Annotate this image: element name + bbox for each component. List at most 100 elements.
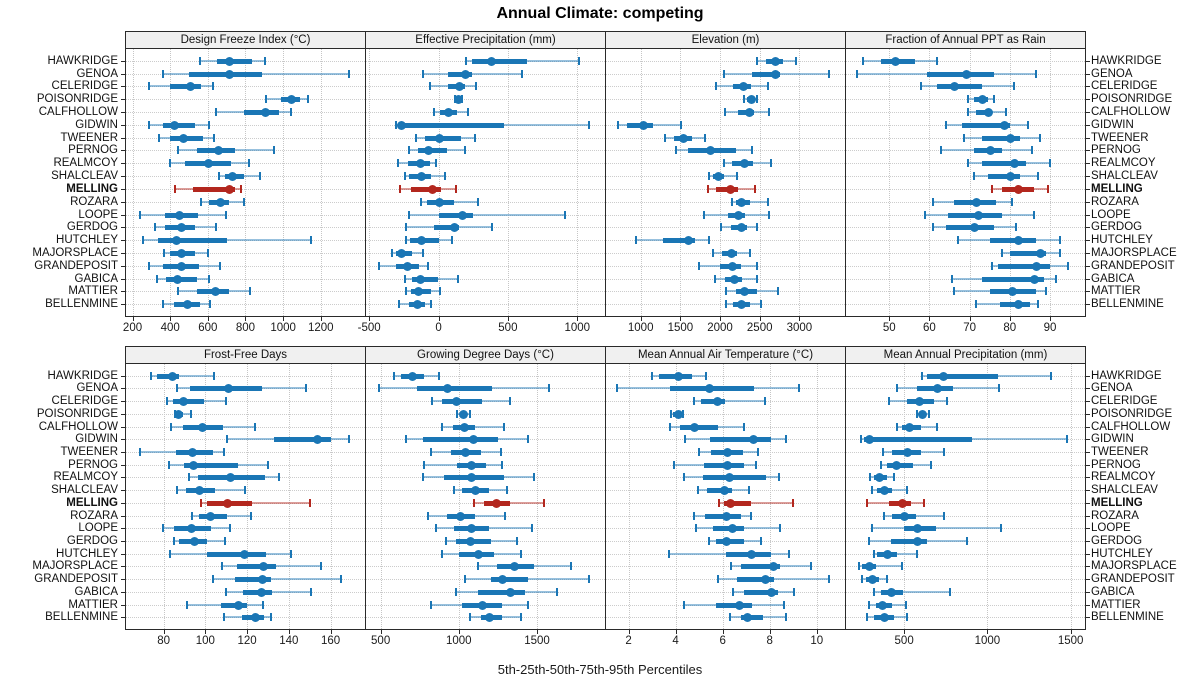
h-gridline	[606, 124, 845, 126]
x-tick-label: 1500	[524, 635, 550, 647]
median-dot	[1005, 133, 1015, 143]
x-tick-mark	[507, 317, 509, 321]
row-tick-right	[1086, 252, 1090, 254]
v-gridline	[245, 49, 247, 316]
whisker-cap	[168, 549, 171, 558]
site-label-right-genoa: GENOA	[1091, 382, 1133, 395]
h-gridline	[126, 304, 365, 306]
median-dot	[749, 435, 759, 445]
whisker-cap	[742, 422, 745, 431]
median-dot	[719, 486, 729, 496]
site-label-right-hawkridge: HAWKRIDGE	[1091, 54, 1162, 67]
whisker-cap	[206, 248, 209, 257]
whisker-cap	[873, 587, 876, 596]
median-dot	[414, 287, 424, 297]
x-tick-label: 1000	[270, 322, 296, 334]
whisker-cap	[962, 133, 965, 142]
whisker-cap	[150, 371, 153, 380]
h-gridline	[366, 413, 605, 415]
panel-body-fraction-of-annual-ppt-as-rain	[845, 48, 1086, 317]
x-tick-label: 80	[157, 635, 170, 647]
whisker-cap	[1067, 261, 1070, 270]
v-gridline	[969, 49, 971, 316]
row-tick-left	[121, 163, 125, 165]
box-25th-75th	[741, 564, 781, 570]
row-tick-left	[121, 413, 125, 415]
v-gridline	[288, 364, 290, 629]
v-gridline	[330, 364, 332, 629]
whisker-cap	[221, 562, 224, 571]
median-dot	[740, 287, 750, 297]
median-dot	[449, 223, 459, 233]
whisker-cap	[999, 524, 1002, 533]
h-gridline	[126, 214, 365, 216]
box-25th-75th	[864, 437, 973, 443]
panel-strip-growing-degree-days-c: Growing Degree Days (°C)	[365, 346, 606, 364]
h-gridline	[126, 240, 365, 242]
whisker-cap	[920, 82, 923, 91]
x-tick-label: 120	[237, 635, 257, 647]
row-tick-left	[121, 515, 125, 517]
whisker-cap	[707, 184, 710, 193]
whisker-5th-95th	[423, 72, 522, 75]
median-dot	[900, 511, 910, 521]
whisker-cap	[940, 146, 943, 155]
v-gridline	[929, 49, 931, 316]
median-dot	[985, 146, 995, 156]
median-dot	[458, 210, 468, 220]
median-dot	[939, 371, 949, 381]
site-label-left-gerdog: GERDOG	[66, 221, 118, 234]
h-gridline	[846, 265, 1085, 267]
whisker-cap	[304, 384, 307, 393]
x-tick-mark	[675, 630, 677, 634]
median-dot	[461, 448, 471, 457]
v-gridline	[320, 49, 322, 316]
median-dot	[736, 300, 746, 310]
median-dot	[424, 146, 434, 156]
x-tick-mark	[245, 317, 247, 321]
x-tick-label: 1500	[1057, 635, 1084, 647]
x-tick-label: 70	[963, 322, 976, 334]
median-dot	[188, 460, 198, 470]
row-tick-left	[121, 60, 125, 62]
whisker-cap	[663, 133, 666, 142]
x-tick-mark	[170, 317, 172, 321]
h-gridline	[126, 86, 365, 88]
whisker-cap	[503, 422, 506, 431]
whisker-cap	[404, 223, 407, 232]
x-tick-mark	[769, 630, 771, 634]
h-gridline	[366, 579, 605, 581]
h-gridline	[366, 201, 605, 203]
row-tick-left	[121, 188, 125, 190]
h-gridline	[126, 413, 365, 415]
whisker-cap	[767, 108, 770, 117]
whisker-cap	[254, 422, 257, 431]
x-tick-label: 60	[923, 322, 936, 334]
x-tick-mark	[330, 630, 332, 634]
median-dot	[865, 435, 875, 445]
whisker-cap	[725, 300, 728, 309]
v-gridline	[1009, 49, 1011, 316]
whisker-cap	[473, 133, 476, 142]
h-gridline	[606, 73, 845, 75]
x-tick-label: 4	[672, 635, 679, 647]
whisker-cap	[543, 498, 546, 507]
whisker-cap	[753, 184, 756, 193]
whisker-5th-95th	[872, 527, 1001, 530]
x-tick-label: 2500	[746, 322, 773, 334]
whisker-cap	[348, 69, 350, 78]
whisker-cap	[952, 287, 955, 296]
site-label-left-mattier: MATTIER	[68, 598, 118, 611]
site-label-right-grandeposit: GRANDEPOSIT	[1091, 259, 1175, 272]
h-gridline	[606, 176, 845, 178]
whisker-cap	[207, 274, 210, 283]
whisker-cap	[868, 473, 871, 482]
x-tick-mark	[904, 630, 906, 634]
whisker-cap	[756, 274, 759, 283]
row-tick-right	[1086, 591, 1090, 593]
site-label-left-bellenmine: BELLENMINE	[45, 611, 118, 624]
site-label-right-poisonridge: POISONRIDGE	[1091, 93, 1173, 106]
whisker-cap	[905, 486, 908, 495]
whisker-cap	[724, 108, 727, 117]
row-tick-left	[121, 304, 125, 306]
